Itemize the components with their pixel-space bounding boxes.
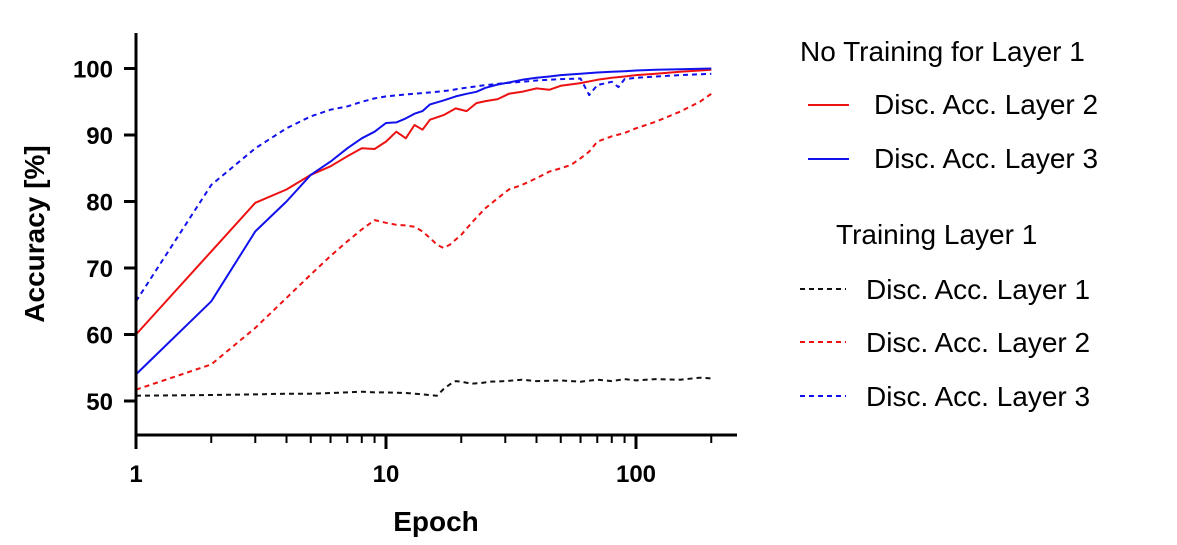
y-tick-label-60: 60 xyxy=(86,323,113,350)
x-tick-label-1: 1 xyxy=(129,461,142,488)
x-axis-title: Epoch xyxy=(393,506,479,537)
legend: No Training for Layer 1 Disc. Acc. Layer… xyxy=(800,36,1098,412)
legend-group-title-no-training: No Training for Layer 1 xyxy=(800,36,1085,67)
y-tick-label-70: 70 xyxy=(86,256,113,283)
y-tick-label-100: 100 xyxy=(73,57,113,84)
legend-group-title-training: Training Layer 1 xyxy=(836,219,1037,250)
series-layer xyxy=(135,67,712,397)
legend-label-t1: Disc. Acc. Layer 1 xyxy=(866,274,1090,305)
legend-label-t3: Disc. Acc. Layer 3 xyxy=(866,381,1090,412)
legend-label-nt3: Disc. Acc. Layer 3 xyxy=(874,143,1098,174)
series-line-t3 xyxy=(135,72,712,302)
y-tick-label-80: 80 xyxy=(86,190,113,217)
series-line-t1 xyxy=(135,376,712,397)
series-line-nt3 xyxy=(135,67,712,376)
x-tick-label-100: 100 xyxy=(616,461,656,488)
legend-label-nt2: Disc. Acc. Layer 2 xyxy=(874,89,1098,120)
legend-label-t2: Disc. Acc. Layer 2 xyxy=(866,327,1090,358)
series-line-nt2 xyxy=(135,68,712,336)
series-line-t2 xyxy=(135,92,712,391)
y-axis-title: Accuracy [%] xyxy=(19,145,50,322)
y-tick-label-50: 50 xyxy=(86,389,113,416)
axes-layer xyxy=(134,33,737,437)
y-tick-label-90: 90 xyxy=(86,123,113,150)
x-tick-label-10: 10 xyxy=(373,461,400,488)
